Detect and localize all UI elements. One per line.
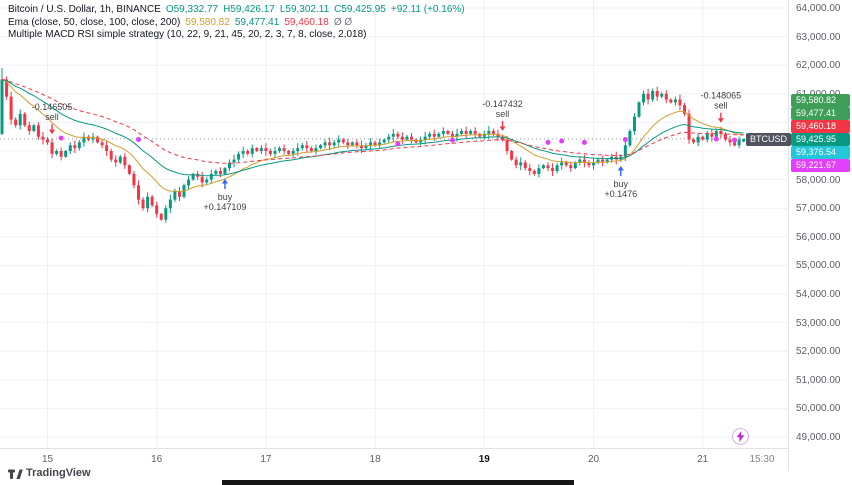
time-axis-label: 15:30 [749,454,775,465]
sell-arrow-icon [717,118,724,123]
price-axis-label: 51,000.00 [796,374,841,386]
time-axis-label: 15 [41,454,54,465]
sell-signal-label: -0.146505 [32,102,73,112]
price-axis-label: 56,000.00 [796,231,841,243]
time-axis-label: 20 [587,454,600,465]
boost-button[interactable] [732,428,749,445]
ohlc-close: C59,425.95 [334,4,386,15]
price-axis-label: 62,000.00 [796,60,841,72]
ema100-value: 59,477.41 [234,16,280,28]
sell-arrow-icon [499,126,506,131]
ema200-value: 59,460.18 [284,16,329,28]
price-axis-label: 58,000.00 [796,174,841,186]
price-axis-label: 52,000.00 [796,346,841,358]
buy-signal-label: +0.1476 [604,189,637,199]
price-change: +92.11 (+0.16%) [390,4,465,15]
time-axis-label: 18 [369,454,381,465]
ema50-value: 59,580.82 [185,16,230,28]
price-badge: 59,477.41 [791,106,850,120]
tradingview-logo-icon [8,469,23,479]
time-axis-label: 21 [697,454,709,465]
ema-empty-slots: Ø Ø [333,16,353,28]
price-badge: 59,425.95 [791,132,850,146]
ohlc-open: O59,332.77 [165,4,219,15]
price-axis-label: 63,000.00 [796,31,841,43]
chart-pane[interactable]: sell -0.146505 buy +0.147109 sell -0.147432 bu… [0,0,788,448]
price-badge: 59,376.54 [791,145,850,159]
ohlc-high: H59,426.17 [223,4,275,15]
price-badge: 59,580.82 [791,93,850,107]
sell-signal-label: sell [45,112,59,122]
price-chart[interactable]: sell-0.146505buy+0.147109sell-0.147432bu… [0,0,788,448]
buy-signal-label: buy [218,192,233,202]
sell-arrow-icon [49,129,56,135]
sell-signal-label: sell [496,109,510,119]
price-axis-label: 57,000.00 [796,203,841,215]
price-axis-label: 50,000.00 [796,403,841,415]
symbol-legend-row[interactable]: Bitcoin / U.S. Dollar, 1h, BINANCE O59,33… [8,4,465,17]
buy-arrow-icon [221,179,228,184]
time-axis-label: 19 [478,454,490,465]
buy-signal-label: buy [614,179,629,189]
bottom-bar [222,480,574,485]
chart-legend: Bitcoin / U.S. Dollar, 1h, BINANCE O59,33… [8,4,465,42]
time-axis-label: 16 [151,454,163,465]
price-badge: 59,460.18 [791,119,850,133]
price-axis-label: 64,000.00 [796,3,841,14]
grid [0,0,788,448]
sell-signal-label: -0.147432 [482,99,523,109]
price-axis[interactable]: 64,000.0063,000.0062,000.0061,000.0060,0… [788,0,852,470]
candles [0,68,746,223]
ohlc-low: L59,302.11 [279,4,330,15]
price-axis-label: 55,000.00 [796,260,841,272]
strategy-legend-row[interactable]: Multiple MACD RSI simple strategy (10, 2… [8,29,465,42]
price-axis-label: 49,000.00 [796,432,841,443]
ema-lines [1,79,744,193]
signals: sell-0.146505buy+0.147109sell-0.147432bu… [32,91,741,212]
tradingview-logo-text: TradingView [26,467,91,479]
sell-signal-label: -0.148065 [701,91,742,101]
ema-legend-row[interactable]: Ema (close, 50, close, 100, close, 200) 5… [8,17,465,30]
buy-arrow-icon [617,165,624,171]
strategy-title[interactable]: Multiple MACD RSI simple strategy (10, 2… [8,29,367,40]
strategy-dots [58,135,738,147]
symbol-tag: BTCUSD [746,132,792,146]
price-axis-label: 54,000.00 [796,289,841,300]
time-axis[interactable]: 15 16 17 18 19 20 21 15:30 [0,448,788,470]
sell-signal-label: sell [714,101,728,111]
price-axis-label: 53,000.00 [796,317,841,329]
lightning-icon [736,431,745,442]
tradingview-logo[interactable]: TradingView [8,467,91,479]
symbol-title[interactable]: Bitcoin / U.S. Dollar, 1h, BINANCE [8,4,161,15]
price-badge: 59,221.67 [791,158,850,172]
ema-title[interactable]: Ema (close, 50, close, 100, close, 200) [8,16,181,28]
buy-signal-label: +0.147109 [204,202,247,212]
time-axis-label: 17 [260,454,272,465]
